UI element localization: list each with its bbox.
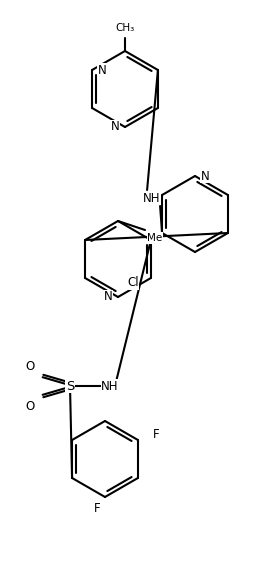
Text: CH₃: CH₃ — [115, 23, 135, 33]
Text: Me: Me — [147, 233, 163, 243]
Text: F: F — [152, 429, 159, 442]
Text: NH: NH — [143, 192, 161, 205]
Text: O: O — [25, 359, 35, 372]
Text: N: N — [104, 290, 112, 303]
Text: Cl: Cl — [127, 276, 139, 289]
Text: N: N — [111, 121, 119, 134]
Text: NH: NH — [101, 380, 119, 393]
Text: S: S — [66, 380, 74, 393]
Text: N: N — [98, 64, 106, 77]
Text: O: O — [25, 399, 35, 412]
Text: F: F — [94, 503, 100, 515]
Text: N: N — [201, 170, 209, 183]
